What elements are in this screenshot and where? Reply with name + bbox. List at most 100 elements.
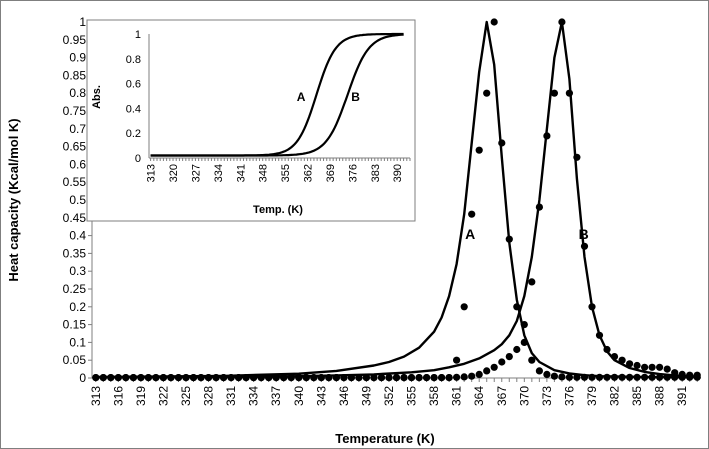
main-x-tick-label: 355 [405,386,419,406]
main-y-tick-label: 0.05 [63,353,87,367]
main-x-tick-label: 346 [337,386,351,406]
inset-x-tick-label: 376 [347,164,359,182]
main-series-point-A [641,373,649,381]
main-series-point-A [656,373,664,381]
main-x-tick-label: 370 [517,386,531,406]
main-series-point-B [189,374,198,382]
inset-series-line-B [150,33,404,157]
main-x-tick-label: 367 [495,386,509,406]
main-y-tick-label: 0.4 [69,229,86,243]
main-series-point-B [227,374,235,382]
main-series-point-B [610,353,619,361]
main-series-point-B [475,370,483,378]
main-series-point-B [167,374,175,382]
main-series-point-B [550,89,559,97]
main-series-point-B [656,363,664,371]
main-series-point-A [520,338,528,346]
main-series-point-B [588,303,596,311]
main-y-tick-label: 0.3 [69,264,86,278]
main-series-point-B [686,371,694,379]
main-series-point-B [543,132,551,140]
main-series-point-B [272,374,280,382]
main-y-tick-label: 1 [79,15,86,29]
main-series-point-B [144,374,152,382]
main-series-point-B [663,365,671,373]
main-x-tick-label: 316 [111,386,125,406]
main-series-point-B [204,374,213,382]
main-series-point-B [460,373,468,381]
inset-y-tick-label: 0.6 [126,79,141,91]
inset-x-tick-label: 327 [190,164,202,182]
main-series-point-B [182,374,190,382]
main-series-point-B [678,370,686,378]
inset-y-tick-label: 0.2 [126,128,141,140]
main-series-point-B [107,374,115,382]
main-series-point-A [558,373,566,381]
main-y-tick-label: 0.45 [63,211,87,225]
main-series-point-B [595,331,604,339]
inset-x-tick-label: 355 [280,164,292,182]
inset-x-tick-label: 334 [213,164,225,182]
inset-x-tick-label: 369 [325,164,337,182]
main-x-tick-label: 391 [675,386,689,406]
inset-x-tick-labels: 313 320 327 334 341 348 355 362 369 376 383 390 [146,164,405,182]
inset-x-tick-label: 348 [258,164,270,182]
inset-x-tick-label: 383 [370,164,382,182]
main-series-point-A [595,373,604,381]
main-series-point-B [483,367,491,375]
main-series-point-B [633,361,641,370]
main-series-point-B [362,374,370,382]
main-series-point-B [242,374,250,382]
main-series-point-B [137,374,145,382]
main-series-point-B [174,374,183,382]
inset-x-axis-title: Temp. (K) [253,204,303,216]
main-series-point-A [483,89,491,97]
inset-x-tick-label: 313 [146,164,158,182]
main-y-tick-label: 0.35 [63,246,87,260]
main-x-tick-label: 319 [134,386,148,406]
main-series-point-B [129,374,137,382]
main-series-point-B [535,203,544,211]
main-x-tick-label: 358 [427,386,441,406]
main-series-point-A [648,373,656,381]
main-x-tick-label: 325 [179,386,193,406]
main-x-tick-labels: 313 316 319 322 325 328 331 334 337 340 343 346 349 3… [89,386,689,406]
main-series-point-B [603,345,611,354]
inset-x-tick-label: 341 [235,164,247,182]
main-series-point-A [603,373,611,381]
inset-x-tick-label: 390 [392,164,404,182]
main-curve-label-A: A [465,226,475,242]
main-series-point-B [159,374,167,382]
main-series-point-B [257,374,265,382]
main-x-tick-label: 379 [585,386,599,406]
main-series-point-B [468,372,476,380]
main-series-point-A [505,235,513,243]
main-series-point-A [618,373,626,381]
inset-x-tick-marks [150,158,411,161]
inset-series [150,32,404,157]
inset-y-tick-label: 1 [135,29,141,41]
main-series-point-B [407,374,416,382]
main-series [92,18,701,382]
main-series-point-B [92,374,100,382]
main-series-point-B [415,374,423,382]
inset-plot: 00.20.40.60.81 313 320 327 334 341 348 355 362 3… [86,19,416,222]
main-y-tick-label: 0.25 [63,282,87,296]
main-y-tick-label: 0 [79,371,86,385]
inset-y-tick-label: 0.4 [126,103,141,115]
main-y-axis-title: Heat capacity (Kcal/mol K) [6,118,21,281]
main-series-point-A [535,367,544,375]
main-series-point-A [490,18,498,26]
main-series-point-B [99,374,107,382]
main-series-point-B [302,374,310,382]
main-series-point-A [475,146,483,154]
main-series-point-B [498,358,506,366]
main-x-tick-label: 313 [89,386,103,406]
main-y-tick-label: 0.75 [63,104,87,118]
main-series-point-A [580,373,589,381]
main-series-point-B [114,374,122,382]
main-y-tick-label: 0.65 [63,140,87,154]
